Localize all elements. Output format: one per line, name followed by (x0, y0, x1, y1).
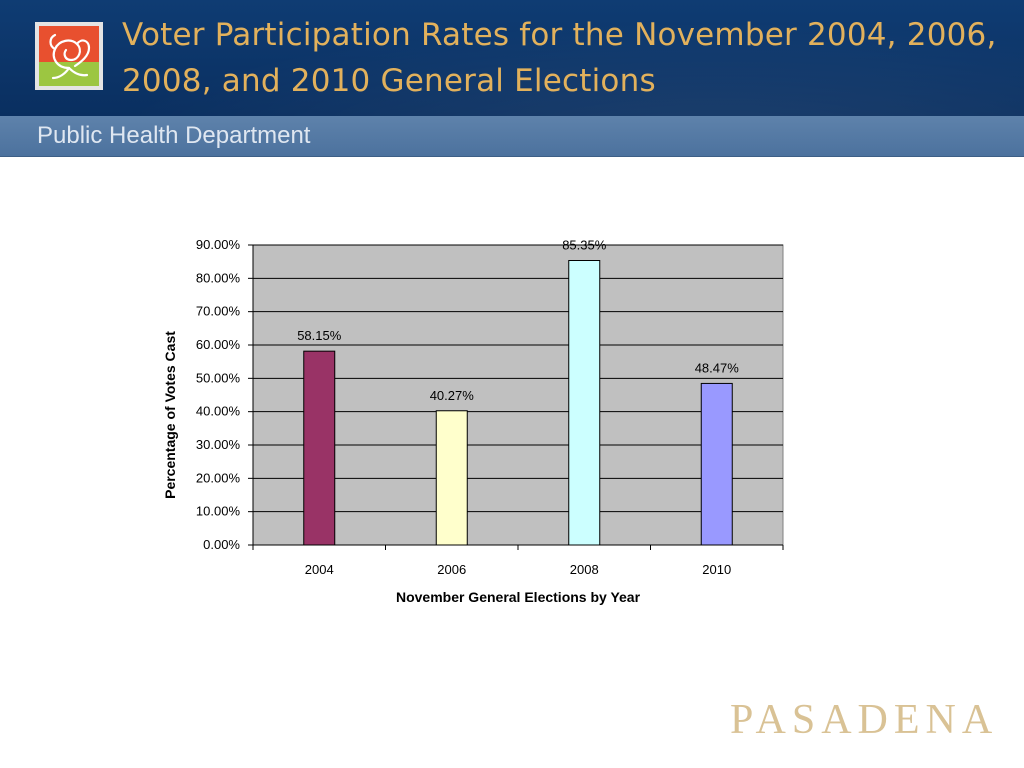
y-tick-label: 90.00% (196, 237, 241, 252)
pasadena-wordmark: PASADENA (730, 697, 999, 743)
department-bar (0, 116, 1024, 157)
plot-area (252, 244, 784, 546)
data-label-2006: 40.27% (430, 388, 475, 403)
slide-header (0, 0, 1024, 116)
x-tick-label-2004: 2004 (305, 562, 334, 577)
x-axis-title: November General Elections by Year (396, 589, 641, 605)
x-tick-label-2010: 2010 (702, 562, 731, 577)
bar-2008 (568, 260, 601, 546)
department-label: Public Health Department (37, 122, 311, 149)
x-tick-label-2006: 2006 (437, 562, 466, 577)
bar-2010 (700, 382, 733, 546)
header-sheen (0, 0, 1024, 116)
y-tick-label: 10.00% (196, 504, 241, 519)
y-axis-title: Percentage of Votes Cast (162, 331, 178, 499)
data-label-2004: 58.15% (297, 328, 342, 343)
data-label-2008: 85.35% (562, 238, 607, 253)
bar-2004 (303, 350, 336, 546)
y-tick-label: 20.00% (196, 470, 241, 485)
rose-icon (35, 22, 103, 90)
x-tick-label-2008: 2008 (570, 562, 599, 577)
y-tick-label: 30.00% (196, 437, 241, 452)
slide-title: Voter Participation Rates for the Novemb… (122, 17, 997, 99)
y-tick-label: 60.00% (196, 337, 241, 352)
y-tick-label: 0.00% (203, 537, 240, 552)
y-tick-label: 50.00% (196, 370, 241, 385)
y-tick-label: 80.00% (196, 270, 241, 285)
y-tick-label: 40.00% (196, 404, 241, 419)
bar-2006 (435, 410, 468, 546)
voter-participation-bar-chart: 0.00% 10.00% 20.00% 30.00% 40.00% 50.00% 60.00… (162, 237, 784, 605)
y-tick-label: 70.00% (196, 304, 241, 319)
data-label-2010: 48.47% (695, 360, 740, 375)
